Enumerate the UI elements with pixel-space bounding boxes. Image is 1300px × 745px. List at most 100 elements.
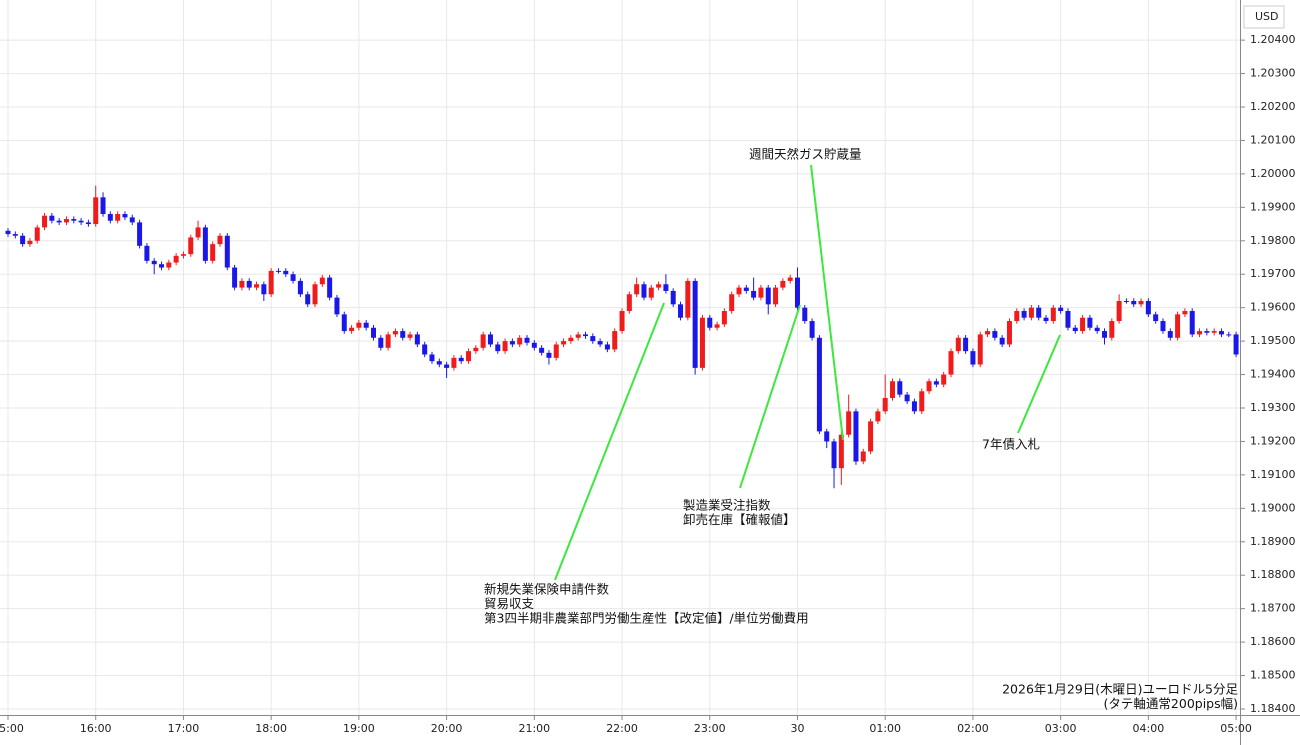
y-tick-label: 1.19600 — [1250, 301, 1296, 314]
candle-body — [239, 280, 245, 288]
candle-body — [575, 334, 581, 338]
candle-body — [159, 264, 165, 268]
y-tick-label: 1.20200 — [1250, 100, 1296, 113]
candle-body — [166, 262, 172, 268]
currency-label: USD — [1255, 10, 1279, 23]
candle-body — [531, 342, 537, 348]
candle-body — [604, 344, 610, 350]
candle-body — [1131, 300, 1137, 305]
candle-body — [597, 341, 603, 345]
candle-body — [487, 334, 493, 345]
candle-body — [480, 334, 486, 348]
candle-body — [1102, 331, 1107, 338]
candle-body — [1145, 300, 1151, 315]
candle-body — [349, 327, 355, 332]
candle-body — [809, 321, 815, 338]
candle-body — [444, 364, 450, 368]
candle-body — [743, 287, 749, 291]
x-tick-label: 20:00 — [431, 722, 463, 735]
candle-body — [1189, 311, 1195, 335]
candle-body — [1058, 307, 1064, 312]
candle-body — [641, 284, 647, 298]
x-tick-label: 04:00 — [1133, 722, 1165, 735]
y-tick-label: 1.18600 — [1250, 635, 1296, 648]
candle-body — [1006, 321, 1012, 345]
candle-body — [115, 214, 121, 221]
candle-body — [517, 337, 523, 345]
candle-body — [20, 235, 26, 245]
candle-body — [202, 227, 208, 261]
y-tick-label: 1.18500 — [1250, 669, 1296, 682]
candle-body — [93, 197, 99, 225]
chart-note: 2026年1月29日(木曜日)ユーロドル5分足 — [1002, 682, 1238, 697]
candle-body — [546, 352, 552, 358]
candle-body — [232, 267, 238, 288]
candle-body — [1050, 307, 1056, 322]
candle-body — [941, 374, 947, 385]
x-tick-label: 30 — [790, 722, 804, 735]
candle-body — [985, 331, 991, 335]
candle-body — [268, 270, 274, 295]
candle-body — [824, 431, 830, 442]
annotation-text: 第3四半期非農業部門労働生産性【改定値】/単位労働費用 — [484, 611, 809, 626]
candle-body — [1087, 317, 1093, 328]
candle-body — [860, 451, 866, 462]
candle-body — [897, 381, 903, 395]
candle-body — [794, 277, 800, 308]
candle-body — [173, 255, 179, 263]
candle-body — [714, 324, 720, 328]
y-tick-label: 1.18400 — [1250, 702, 1296, 715]
candle-body — [1175, 314, 1181, 338]
candle-body — [619, 311, 625, 332]
candle-body — [188, 237, 194, 255]
candle-body — [612, 331, 618, 350]
candle-body — [195, 227, 201, 238]
candle-body — [407, 334, 413, 338]
annotation-leader — [810, 164, 844, 441]
candle-body — [765, 287, 771, 305]
candle-body — [27, 240, 33, 245]
candle-body — [1167, 331, 1173, 338]
candle-body — [100, 197, 106, 215]
annotation-text: 貿易収支 — [484, 596, 535, 611]
candle-body — [933, 381, 939, 385]
y-tick-label: 1.18800 — [1250, 568, 1296, 581]
candle-body — [85, 222, 91, 225]
candle-body — [210, 244, 216, 261]
candle-body — [626, 294, 632, 312]
candle-body — [78, 220, 84, 223]
candle-body — [151, 260, 157, 265]
y-tick-label: 1.19500 — [1250, 334, 1296, 347]
candle-body — [634, 284, 640, 295]
y-tick-label: 1.19800 — [1250, 234, 1296, 247]
candle-body — [787, 277, 793, 281]
candle-body — [1211, 331, 1217, 333]
candle-body — [42, 215, 48, 228]
candle-body — [911, 401, 917, 412]
candle-body — [707, 317, 713, 328]
marks — [5, 185, 1239, 489]
candle-body — [414, 334, 420, 345]
candle-body — [802, 307, 808, 322]
candle-body — [890, 381, 896, 398]
candle-body — [254, 284, 260, 288]
candle-body — [539, 347, 545, 353]
candle-body — [568, 337, 574, 342]
candle-body — [392, 331, 398, 335]
candle-body — [1014, 311, 1020, 322]
candle-body — [466, 351, 472, 362]
candle-body — [699, 317, 705, 368]
candle-body — [297, 280, 303, 295]
y-tick-label: 1.19900 — [1250, 200, 1296, 213]
candle-body — [1197, 331, 1203, 335]
x-tick-label: 18:00 — [255, 722, 287, 735]
candle-body — [290, 274, 296, 281]
candle-body — [736, 287, 742, 295]
candle-body — [1226, 334, 1232, 336]
candle-body — [378, 337, 384, 348]
candle-body — [648, 287, 654, 298]
candle-body — [1204, 331, 1210, 333]
candle-body — [729, 294, 735, 312]
candle-body — [71, 219, 77, 221]
